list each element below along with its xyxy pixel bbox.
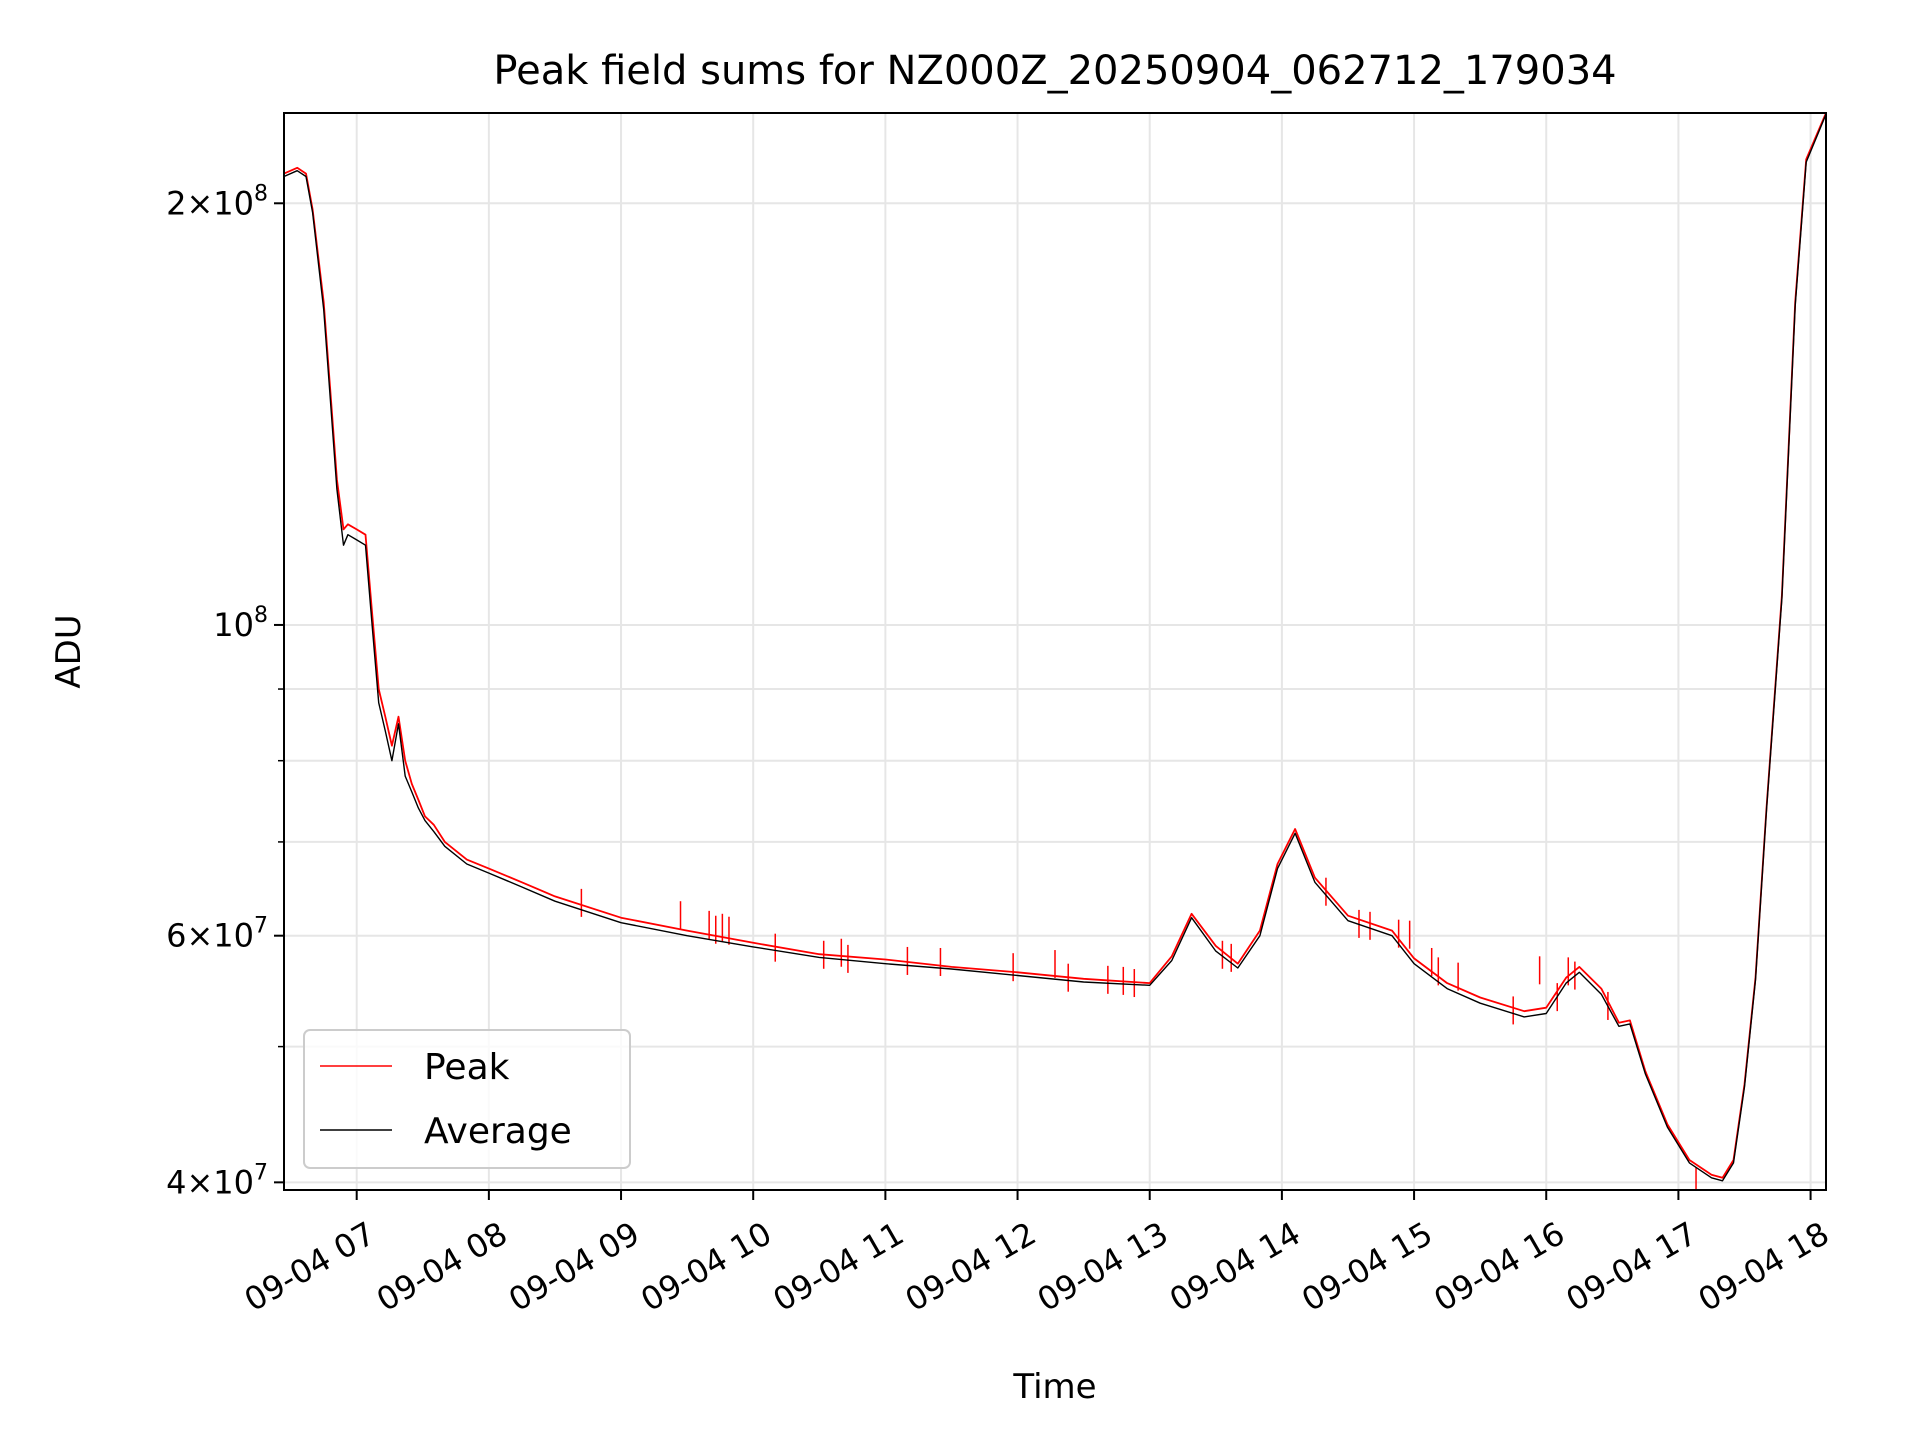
y-tick-label: 4×107: [166, 1160, 268, 1201]
y-tick-label-base: 10: [213, 606, 254, 644]
y-tick-label-base: 4×10: [166, 1163, 254, 1201]
chart-title: Peak field sums for NZ000Z_20250904_0627…: [493, 48, 1616, 94]
plot-frame: [283, 112, 1827, 1191]
y-tick-label-exponent: 8: [254, 181, 268, 206]
series-average-line: [284, 114, 1826, 1182]
x-axis-label: Time: [1012, 1367, 1096, 1407]
legend-label-average: Average: [424, 1111, 572, 1152]
grid: [284, 113, 1826, 1190]
y-tick-label-base: 2×10: [166, 184, 254, 222]
y-tick-label: 6×107: [166, 914, 268, 955]
legend-box: [303, 1029, 631, 1169]
plot-area: [284, 113, 1826, 1190]
y-axis-label: ADU: [49, 614, 89, 688]
y-tick-label-exponent: 7: [254, 914, 268, 939]
legend: Peak Average: [303, 1029, 631, 1169]
y-tick-label: 108: [213, 603, 268, 644]
legend-label-peak: Peak: [424, 1047, 510, 1088]
y-tick-label-base: 6×10: [166, 917, 254, 955]
series-peak-line: [284, 113, 1826, 1179]
y-tick-label-exponent: 7: [254, 1160, 268, 1185]
y-tick-label-exponent: 8: [254, 603, 268, 628]
series-layer: [284, 113, 1826, 1190]
y-tick-label: 2×108: [166, 181, 268, 222]
